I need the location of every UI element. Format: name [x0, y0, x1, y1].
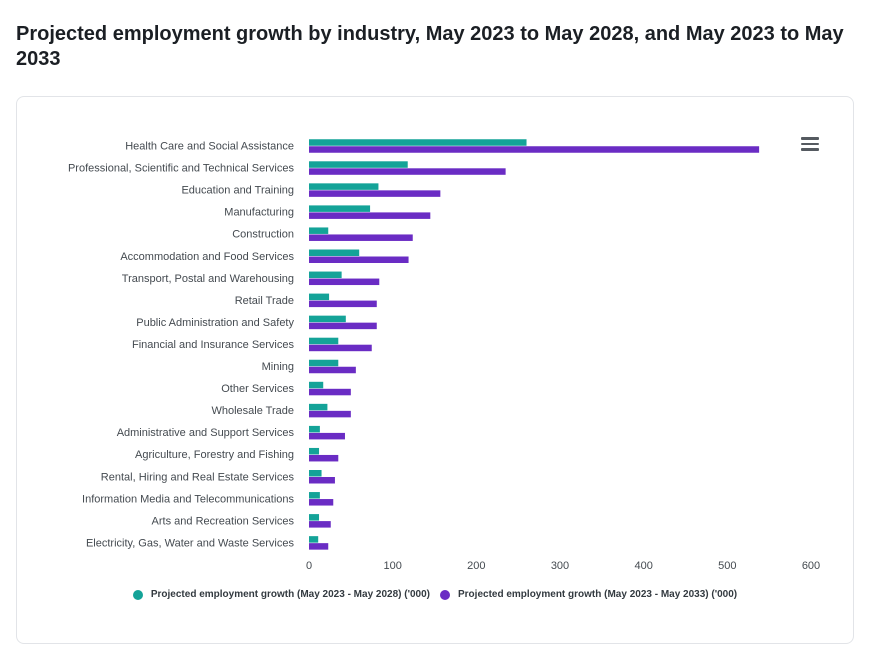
- bar-2033[interactable]: [309, 543, 329, 550]
- bar-2033[interactable]: [309, 344, 372, 352]
- bar-2028[interactable]: [309, 536, 319, 543]
- bar-2028[interactable]: [309, 337, 339, 345]
- bar-2033[interactable]: [309, 454, 339, 462]
- legend-item-2033[interactable]: Projected employment growth (May 2023 - …: [440, 589, 737, 600]
- x-tick-label: 400: [634, 560, 652, 572]
- x-tick-label: 600: [802, 560, 820, 572]
- category-label: Wholesale Trade: [211, 405, 294, 417]
- category-label: Construction: [232, 229, 294, 241]
- legend-label-2033: Projected employment growth (May 2023 - …: [458, 589, 738, 600]
- bar-2028[interactable]: [309, 161, 408, 168]
- x-tick-label: 0: [306, 560, 312, 572]
- bar-2028[interactable]: [309, 183, 379, 190]
- legend-label-2028: Projected employment growth (May 2023 - …: [150, 589, 430, 600]
- bar-2033[interactable]: [309, 256, 409, 264]
- bar-2033[interactable]: [309, 322, 377, 330]
- bar-2033[interactable]: [309, 234, 413, 241]
- bar-2028[interactable]: [309, 381, 324, 389]
- category-label: Manufacturing: [224, 207, 294, 219]
- category-label: Information Media and Telecommunications: [82, 493, 294, 505]
- bar-2028[interactable]: [309, 359, 339, 367]
- category-label: Professional, Scientific and Technical S…: [68, 163, 295, 175]
- bar-2033[interactable]: [309, 300, 377, 308]
- bar-2033[interactable]: [309, 168, 506, 175]
- legend-dot-2028: [132, 589, 143, 600]
- page-title: Projected employment growth by industry,…: [16, 23, 844, 70]
- bar-2033[interactable]: [309, 278, 380, 286]
- bar-2028[interactable]: [309, 249, 360, 257]
- bar-2033[interactable]: [309, 432, 345, 440]
- bar-2033[interactable]: [309, 521, 331, 528]
- bar-2033[interactable]: [309, 366, 356, 374]
- legend-item-2028[interactable]: Projected employment growth (May 2023 - …: [132, 589, 430, 600]
- bar-2028[interactable]: [309, 271, 342, 279]
- bar-2028[interactable]: [309, 139, 527, 146]
- bar-2028[interactable]: [309, 403, 328, 411]
- category-label: Health Care and Social Assistance: [125, 141, 294, 153]
- chart-legend: Projected employment growth (May 2023 - …: [17, 589, 853, 600]
- bar-2033[interactable]: [309, 388, 351, 396]
- bar-2028[interactable]: [309, 425, 320, 433]
- bar-2028[interactable]: [309, 293, 330, 301]
- bar-2028[interactable]: [309, 470, 322, 477]
- legend-dot-2033: [440, 589, 450, 600]
- bar-2028[interactable]: [309, 315, 346, 323]
- chart-card: Health Care and Social Assistance Profess…: [16, 96, 854, 644]
- bar-2033[interactable]: [309, 499, 334, 506]
- category-label: Arts and Recreation Services: [152, 515, 295, 527]
- bar-2028[interactable]: [309, 447, 320, 455]
- category-label: Accommodation and Food Services: [120, 251, 294, 263]
- bar-2033[interactable]: [309, 410, 351, 418]
- category-label: Electricity, Gas, Water and Waste Servic…: [86, 537, 295, 549]
- bar-2033[interactable]: [309, 146, 760, 153]
- x-tick-label: 200: [467, 560, 485, 572]
- category-label: Agriculture, Forestry and Fishing: [135, 449, 294, 461]
- category-label: Retail Trade: [235, 295, 294, 307]
- bar-2028[interactable]: [309, 227, 329, 234]
- category-label: Rental, Hiring and Real Estate Services: [101, 471, 295, 483]
- bar-2033[interactable]: [309, 190, 441, 197]
- bar-2033[interactable]: [309, 477, 335, 484]
- category-label: Administrative and Support Services: [117, 427, 295, 439]
- bar-2028[interactable]: [309, 514, 320, 521]
- category-label: Transport, Postal and Warehousing: [122, 273, 294, 285]
- bar-chart: Health Care and Social Assistance Profess…: [68, 139, 820, 572]
- category-label: Other Services: [221, 383, 294, 395]
- x-tick-label: 300: [551, 560, 569, 572]
- x-tick-label: 100: [383, 560, 401, 572]
- bar-2028[interactable]: [309, 205, 371, 212]
- bar-2028[interactable]: [309, 492, 320, 499]
- category-label: Mining: [262, 361, 294, 373]
- chart-menu-icon[interactable]: [801, 137, 819, 151]
- category-label: Education and Training: [181, 185, 294, 197]
- category-label: Financial and Insurance Services: [132, 339, 295, 351]
- category-label: Public Administration and Safety: [136, 317, 294, 329]
- x-tick-label: 500: [718, 560, 736, 572]
- bar-2033[interactable]: [309, 212, 431, 219]
